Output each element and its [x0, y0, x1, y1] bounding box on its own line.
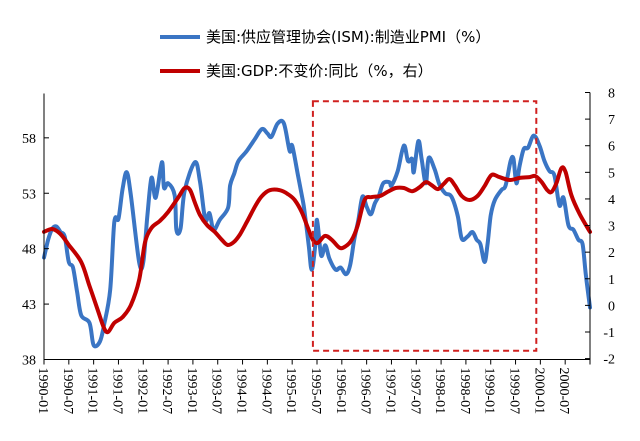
x-tick-label: 1993-07: [209, 368, 224, 415]
series-line-pmi: [42, 118, 592, 349]
x-tick-label: 2000-07: [556, 368, 571, 415]
y-right-tick-label: 4: [608, 193, 615, 208]
axes: 38 43 48 53 58 -2 -1 0 1 2 3 4 5 6 7 8 1990-01 1990-07 199…: [22, 87, 615, 415]
x-tick-label: 2000-01: [531, 368, 546, 415]
x-tick-label: 1999-01: [482, 368, 497, 415]
x-tick-label: 1990-07: [60, 368, 75, 415]
x-tick-label: 1994-07: [258, 368, 273, 415]
y-right-tick-label: 8: [608, 87, 615, 102]
y-left-tick-label: 58: [22, 132, 36, 147]
y-right-tick-label: -2: [603, 353, 615, 368]
x-tick-label: 1992-01: [134, 368, 149, 415]
highlight-box: [311, 100, 538, 352]
x-tick-label: 1997-01: [383, 368, 398, 415]
legend-label-pmi: 美国:供应管理协会(ISM):制造业PMI（%）: [206, 28, 490, 46]
x-tick-label: 1998-07: [457, 368, 472, 415]
x-tick-label: 1996-07: [358, 368, 373, 415]
x-tick-label: 1995-07: [308, 368, 323, 415]
y-right-tick-label: 3: [608, 220, 615, 235]
y-left-tick-label: 53: [22, 187, 36, 202]
y-left-tick-label: 48: [22, 243, 36, 258]
x-tick-label: 1991-07: [110, 368, 125, 415]
y-left-tick-label: 38: [22, 354, 36, 369]
y-right-tick-label: 6: [608, 140, 615, 155]
legend-label-gdp: 美国:GDP:不变价:同比（%，右）: [206, 62, 433, 80]
y-right-tick-label: 2: [608, 246, 615, 261]
series-line-gdp: [42, 165, 592, 335]
y-right-tick-label: -1: [603, 326, 615, 341]
y-right-tick-label: 5: [608, 166, 615, 181]
legend: 美国:供应管理协会(ISM):制造业PMI（%） 美国:GDP:不变价:同比（%…: [160, 28, 490, 80]
y-right-tick-label: 1: [608, 273, 615, 288]
x-tick-label: 1994-01: [234, 368, 249, 415]
x-tick-label: 1990-01: [35, 368, 50, 415]
y-right-tick-label: 0: [608, 299, 615, 314]
x-tick-label: 1993-01: [184, 368, 199, 415]
plot-area: [42, 118, 592, 349]
x-tick-label: 1995-01: [283, 368, 298, 415]
x-tick-label: 1999-07: [507, 368, 522, 415]
x-tick-label: 1991-01: [85, 368, 100, 415]
y-left-tick-label: 43: [22, 298, 36, 313]
x-tick-label: 1997-07: [407, 368, 422, 415]
x-tick-label: 1996-01: [333, 368, 348, 415]
x-tick-label: 1998-01: [432, 368, 447, 415]
y-right-tick-label: 7: [608, 113, 615, 128]
x-tick-label: 1992-07: [159, 368, 174, 415]
